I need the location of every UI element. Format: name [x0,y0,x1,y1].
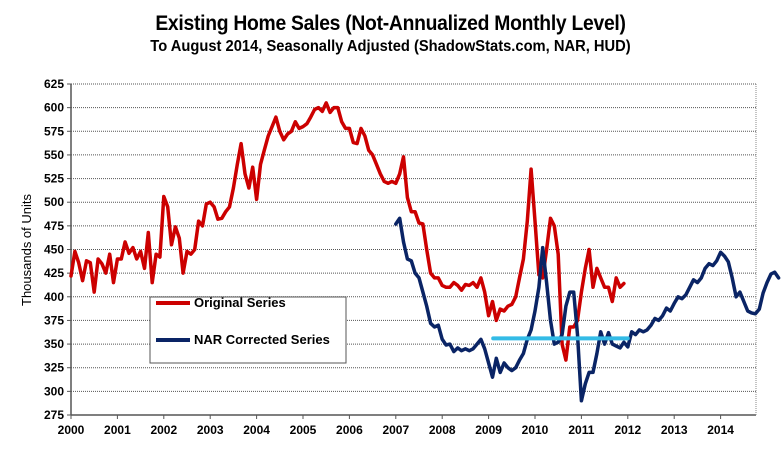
y-axis-label: Thousands of Units [19,194,34,307]
x-tick-label: 2011 [568,423,594,437]
y-tick-label: 300 [44,384,64,398]
x-tick-labels: 2000 2001 2002 2003 2004 2005 2006 2007 2008 2009… [58,415,734,437]
y-tick-label: 375 [44,313,64,327]
y-tick-label: 275 [44,408,64,422]
x-tick-label: 2014 [707,423,734,437]
y-tick-label: 450 [44,243,64,257]
series-original [69,101,626,362]
x-tick-label: 2002 [150,423,177,437]
y-tick-label: 425 [44,266,64,280]
x-tick-label: 2006 [336,423,363,437]
x-tick-label: 2001 [104,423,131,437]
x-tick-label: 2000 [58,423,85,437]
x-tick-label: 2008 [429,423,456,437]
legend-label-nar: NAR Corrected Series [194,332,330,347]
legend-box [149,296,347,364]
x-tick-label: 2004 [243,423,270,437]
x-tick-label: 2007 [382,423,409,437]
y-tick-labels: 275 300 325 350 375 400 425 450 475 500 525 550 575 6… [44,77,71,422]
y-tick-label: 600 [44,101,64,115]
y-tick-label: 350 [44,337,64,351]
chart-subtitle: To August 2014, Seasonally Adjusted (Sha… [150,38,631,55]
x-tick-label: 2005 [290,423,317,437]
y-tick-label: 625 [44,77,64,91]
y-tick-label: 325 [44,361,64,375]
legend-label-original: Original Series [194,295,286,310]
series-lines [69,101,781,403]
x-tick-label: 2003 [197,423,224,437]
x-tick-label: 2009 [475,423,502,437]
y-tick-label: 525 [44,172,64,186]
y-tick-label: 400 [44,290,64,304]
x-tick-label: 2013 [661,423,688,437]
y-tick-label: 475 [44,219,64,233]
y-tick-label: 550 [44,148,64,162]
x-tick-label: 2010 [522,423,549,437]
y-tick-label: 500 [44,195,64,209]
legend: Original Series NAR Corrected Series [149,295,347,364]
y-tick-label: 575 [44,124,64,138]
x-tick-label: 2012 [614,423,641,437]
series-nar-corrected [394,216,781,403]
chart-title: Existing Home Sales (Not-Annualized Mont… [155,12,626,35]
